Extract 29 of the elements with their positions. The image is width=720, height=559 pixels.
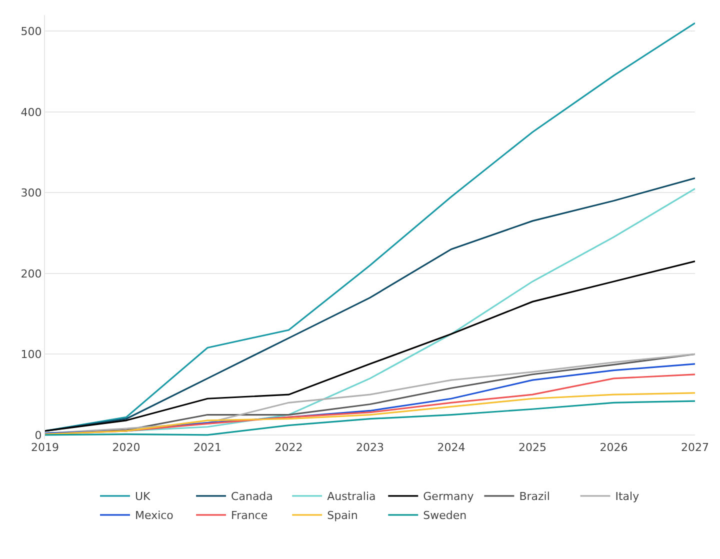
legend-label: Australia [327, 490, 376, 504]
x-tick-label: 2019 [31, 441, 59, 454]
legend-label: Mexico [135, 509, 174, 522]
legend-label: Canada [231, 490, 273, 504]
line-series [45, 400, 695, 436]
legend-label: Germany [423, 490, 474, 504]
x-tick-label: 2026 [600, 441, 628, 454]
line-series [45, 260, 695, 432]
x-tick-label: 2020 [112, 441, 140, 454]
y-tick-label: 300 [20, 186, 42, 200]
legend-label: France [231, 509, 268, 522]
y-tick-label: 200 [20, 267, 42, 280]
legend-label: Brazil [519, 490, 550, 504]
legend-label: Spain [327, 509, 358, 522]
x-tick-label: 2025 [518, 441, 546, 454]
x-tick-label: 2027 [681, 441, 709, 454]
y-tick-label: 100 [20, 348, 42, 362]
y-tick-label: 500 [20, 25, 42, 38]
x-tick-label: 2023 [356, 441, 384, 454]
x-tick-label: 2024 [437, 441, 466, 454]
x-tick-label: 2021 [194, 441, 222, 454]
x-tick-label: 2022 [274, 441, 303, 454]
legend-label: UK [135, 490, 152, 504]
line-series [45, 22, 695, 432]
y-tick-label: 0 [34, 428, 42, 442]
y-tick-label: 400 [20, 106, 42, 119]
legend-label: Sweden [423, 509, 467, 522]
line-series [45, 392, 695, 435]
legend-label: Italy [615, 490, 640, 504]
